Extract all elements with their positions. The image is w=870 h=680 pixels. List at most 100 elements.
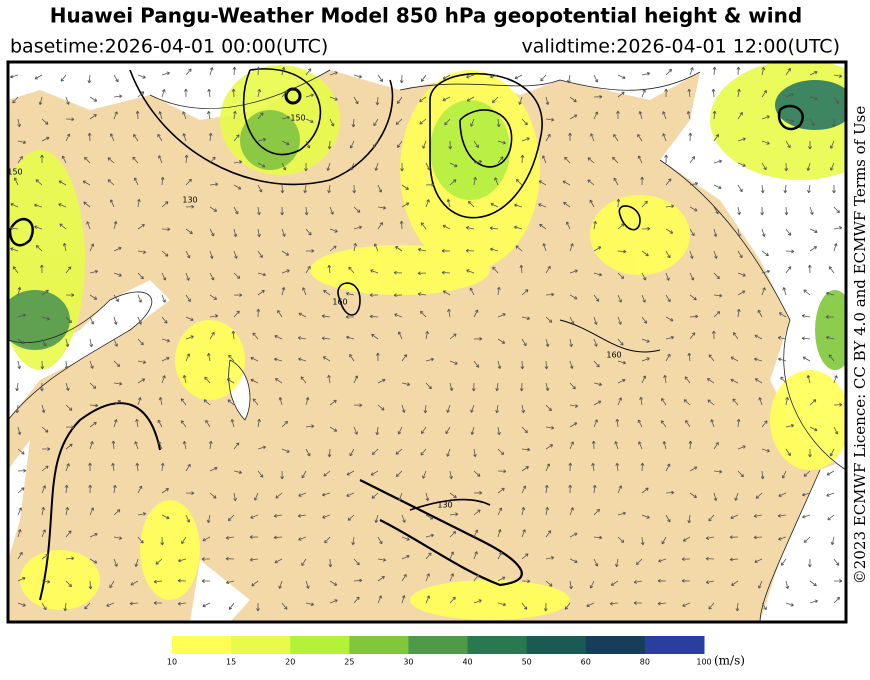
wind-arrow bbox=[231, 88, 236, 98]
wind-arrow bbox=[41, 136, 50, 142]
wind-arrow bbox=[833, 74, 843, 78]
wind-arrow bbox=[514, 74, 523, 80]
wind-shade bbox=[8, 290, 70, 350]
wind-arrow bbox=[425, 552, 432, 560]
wind-arrow bbox=[544, 360, 549, 370]
contour bbox=[359, 479, 523, 587]
wind-arrow bbox=[17, 338, 25, 345]
wind-arrow bbox=[273, 535, 283, 540]
wind-arrow bbox=[257, 112, 264, 120]
wind-arrow bbox=[737, 206, 741, 216]
wind-arrow bbox=[497, 360, 502, 369]
wind-arrow bbox=[88, 462, 92, 471]
contour bbox=[459, 109, 513, 168]
wind-arrow bbox=[422, 140, 427, 149]
wind-arrow bbox=[569, 360, 574, 369]
wind-arrow bbox=[689, 181, 699, 186]
wind-arrow bbox=[349, 448, 355, 457]
wind-arrow bbox=[62, 242, 67, 252]
wind-arrow bbox=[489, 226, 499, 231]
wind-arrow bbox=[61, 155, 67, 164]
wind-arrow bbox=[34, 74, 43, 80]
wind-arrow bbox=[448, 140, 453, 150]
wind-arrow bbox=[828, 266, 835, 274]
wind-arrow bbox=[785, 396, 789, 406]
wind-arrow bbox=[473, 574, 480, 582]
wind-arrow bbox=[185, 272, 190, 281]
wind-arrow bbox=[17, 529, 22, 538]
wind-arrow bbox=[274, 378, 283, 384]
wind-arrow bbox=[737, 137, 746, 142]
wind-arrow bbox=[420, 310, 427, 318]
contour-label: 130 bbox=[437, 501, 452, 510]
wind-arrow bbox=[134, 558, 139, 567]
wind-arrow bbox=[785, 118, 794, 123]
wind-arrow bbox=[401, 202, 410, 208]
wind-arrow bbox=[89, 360, 94, 369]
wind-arrow bbox=[473, 551, 478, 560]
wind-arrow bbox=[637, 155, 643, 164]
wind-arrow bbox=[278, 397, 283, 406]
wind-arrow bbox=[327, 264, 332, 274]
wind-shade bbox=[815, 290, 846, 370]
wind-arrow bbox=[257, 228, 261, 238]
wind-arrow bbox=[17, 286, 22, 296]
wind-arrow bbox=[425, 533, 434, 538]
wind-arrow bbox=[710, 419, 715, 428]
wind-arrow bbox=[638, 441, 643, 450]
wind-arrow bbox=[761, 602, 767, 611]
wind-arrow bbox=[228, 354, 235, 362]
wind-arrow bbox=[593, 316, 598, 325]
wind-arrow bbox=[137, 224, 145, 230]
wind-arrow bbox=[281, 269, 290, 274]
wind-arrow bbox=[641, 250, 649, 257]
wind-arrow bbox=[322, 356, 331, 362]
wind-arrow bbox=[778, 492, 787, 497]
wind-arrow bbox=[84, 156, 91, 164]
wind-arrow bbox=[252, 398, 259, 406]
wind-arrow bbox=[564, 602, 571, 610]
wind-arrow bbox=[113, 111, 118, 120]
wind-arrow bbox=[497, 140, 506, 145]
contour-label: 160 bbox=[332, 298, 347, 307]
wind-arrow bbox=[521, 316, 531, 321]
wind-arrow bbox=[518, 96, 523, 105]
wind-arrow bbox=[41, 404, 46, 413]
wind-arrow bbox=[353, 96, 359, 105]
contour bbox=[129, 69, 394, 186]
wind-arrow bbox=[329, 118, 335, 127]
wind-arrow bbox=[185, 353, 191, 362]
wind-arrow bbox=[662, 441, 667, 450]
wind-arrow bbox=[683, 399, 691, 406]
wind-arrow bbox=[34, 203, 43, 208]
wind-arrow bbox=[113, 94, 123, 99]
wind-arrow bbox=[441, 270, 451, 275]
wind-arrow bbox=[569, 441, 574, 450]
wind-arrow bbox=[617, 360, 626, 365]
wind-arrow bbox=[665, 204, 675, 209]
wind-arrow bbox=[737, 88, 741, 98]
wind-arrow bbox=[521, 529, 526, 538]
wind-arrow bbox=[442, 290, 451, 296]
wind-arrow bbox=[65, 117, 75, 122]
wind-arrow bbox=[449, 573, 454, 582]
wind-arrow bbox=[209, 67, 214, 76]
wind-arrow bbox=[833, 596, 840, 604]
wind-arrow bbox=[64, 360, 69, 370]
wind-arrow bbox=[736, 66, 741, 76]
wind-arrow bbox=[593, 272, 602, 277]
wind-arrow bbox=[545, 556, 555, 560]
wind-arrow bbox=[689, 314, 699, 319]
wind-arrow bbox=[113, 74, 119, 83]
contour-label: 160 bbox=[606, 351, 621, 360]
coastline bbox=[228, 359, 251, 421]
wind-arrow bbox=[495, 382, 500, 392]
wind-arrow bbox=[205, 419, 211, 428]
wind-arrow bbox=[521, 466, 529, 472]
wind-arrow bbox=[113, 360, 121, 367]
wind-arrow bbox=[760, 470, 765, 480]
wind-arrow bbox=[89, 421, 97, 428]
colorbar-swatch bbox=[408, 636, 469, 654]
wind-arrow bbox=[736, 418, 741, 428]
wind-arrow bbox=[521, 426, 528, 434]
